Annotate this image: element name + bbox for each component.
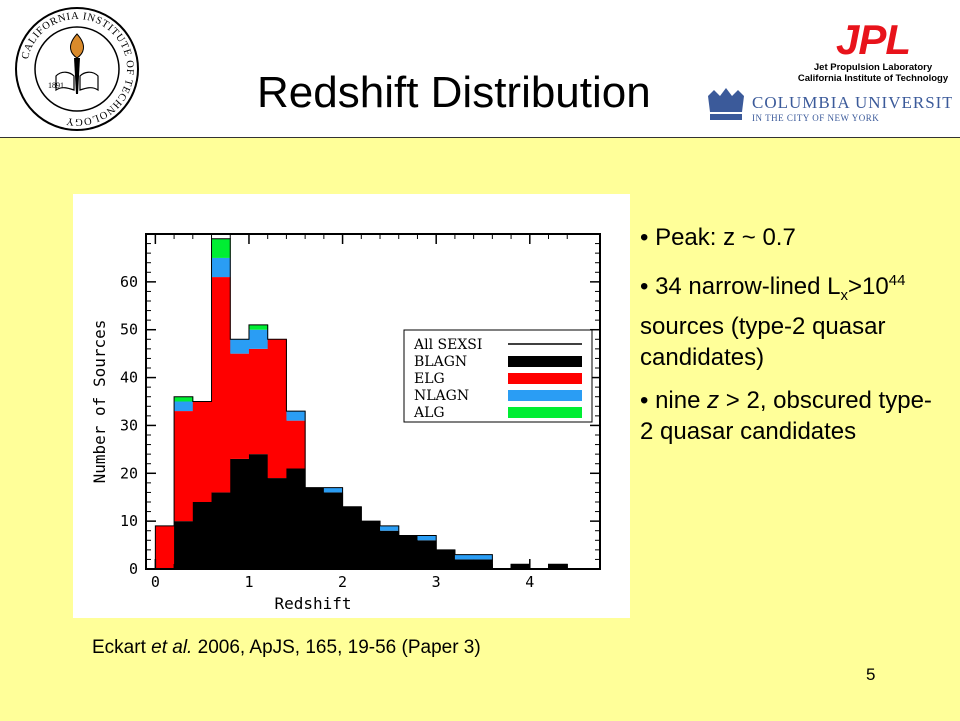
legend-swatch [508, 390, 582, 401]
bar-elg [155, 525, 175, 569]
bar-alg [174, 396, 194, 402]
svg-text:COLUMBIA UNIVERSITY: COLUMBIA UNIVERSITY [752, 93, 952, 112]
bar-nlagn [211, 257, 231, 278]
bar-elg [230, 353, 250, 459]
bullet-nine-z: z [707, 386, 720, 414]
bar-nlagn [380, 525, 400, 531]
bar-blagn [267, 478, 287, 569]
bar-blagn [230, 458, 250, 569]
bar-blagn [473, 559, 493, 569]
y-tick-label: 50 [120, 321, 138, 339]
citation: Eckart et al. 2006, ApJS, 165, 19-56 (Pa… [92, 637, 481, 659]
bar-elg [286, 420, 306, 469]
lx-subscript: x [840, 286, 849, 304]
citation-etal: et al. [151, 637, 193, 658]
jpl-logo: JPL Jet Propulsion Laboratory California… [798, 20, 948, 84]
legend-swatch [508, 373, 582, 384]
citation-author: Eckart [92, 637, 146, 658]
bar-blagn [323, 492, 344, 569]
page-number: 5 [866, 665, 876, 684]
slide-title: Redshift Distribution [257, 68, 651, 117]
legend-swatch [508, 356, 582, 367]
crown-icon [708, 88, 744, 120]
bar-blagn [286, 468, 306, 569]
y-tick-label: 20 [120, 464, 138, 482]
bar-elg [267, 339, 287, 479]
chart-panel: 0 1 2 3 4 0 10 20 30 40 50 60 Redshift Number of Sour… [73, 194, 630, 618]
bar-nlagn [473, 554, 493, 560]
svg-text:JPL: JPL [836, 20, 910, 63]
bar-blagn [342, 506, 362, 569]
bar-blagn [248, 454, 269, 569]
bar-alg [248, 324, 269, 330]
bar-blagn [548, 564, 568, 569]
bar-nlagn [174, 401, 194, 412]
bullet-narrow-lined: • 34 narrow-lined Lx>1044 sources (type-… [640, 265, 940, 373]
x-tick-label: 3 [432, 573, 441, 591]
slide-header [0, 0, 960, 137]
y-tick-label: 0 [129, 560, 138, 578]
bar-nlagn [230, 339, 250, 354]
bar-blagn [174, 521, 194, 569]
legend-label: All SEXSI [413, 337, 482, 353]
x-tick-label: 4 [525, 573, 534, 591]
bullet-peak: • Peak: z ~ 0.7 [640, 222, 940, 253]
legend-label: BLAGN [414, 354, 467, 370]
legend-label: NLAGN [414, 388, 469, 404]
bar-alg [211, 238, 231, 258]
bullet-narrow-lined-mid: >10 [848, 273, 889, 300]
bullet-list: • Peak: z ~ 0.7 • 34 narrow-lined Lx>104… [640, 222, 940, 459]
y-axis-label: Number of Sources [90, 320, 109, 484]
bar-blagn [398, 535, 418, 569]
citation-rest: 2006, ApJS, 165, 19-56 (Paper 3) [192, 637, 481, 658]
legend-label: ELG [414, 371, 445, 387]
caltech-seal-logo: CALIFORNIA INSTITUTE OF TECHNOLOGY 1891 [15, 7, 139, 131]
y-tick-label: 10 [120, 512, 138, 530]
bullet-nine-pre: • nine [640, 386, 708, 414]
x-tick-label: 0 [151, 573, 160, 591]
bar-blagn [417, 540, 437, 569]
bar-elg [192, 401, 213, 502]
exponent-superscript: 44 [888, 272, 906, 289]
bar-blagn [454, 559, 475, 569]
plot-frame [145, 233, 601, 570]
bullet-narrow-lined-post: sources (type-2 quasar candidates) [640, 312, 886, 371]
svg-text:IN THE CITY OF NEW YORK: IN THE CITY OF NEW YORK [752, 113, 879, 123]
bar-nlagn [454, 554, 475, 560]
legend-swatch [508, 407, 582, 418]
bar-elg [211, 277, 231, 493]
bullet-peak-text: • Peak: z ~ 0.7 [640, 224, 796, 251]
y-tick-label: 30 [120, 416, 138, 434]
x-tick-label: 1 [244, 573, 253, 591]
bullet-nine-obscured: • nine z > 2, obscured type-2 quasar can… [640, 385, 940, 447]
svg-text:Jet Propulsion Laboratory: Jet Propulsion Laboratory [814, 62, 933, 73]
bar-blagn [211, 492, 231, 569]
bar-blagn [361, 521, 381, 569]
bar-nlagn [286, 411, 306, 421]
bar-elg [174, 411, 194, 522]
bar-nlagn [248, 329, 269, 349]
y-tick-label: 40 [120, 369, 138, 387]
bar-blagn [192, 502, 213, 569]
legend-label: ALG [413, 405, 445, 421]
y-tick-label: 60 [120, 273, 138, 291]
columbia-university-logo: COLUMBIA UNIVERSITY IN THE CITY OF NEW Y… [708, 88, 952, 123]
bar-blagn [511, 564, 531, 569]
bar-blagn [305, 487, 325, 569]
bar-blagn [380, 530, 400, 569]
bar-nlagn [323, 487, 344, 493]
bullet-nine-post: > 2, obscured type-2 quasar candidates [640, 386, 932, 445]
bar-nlagn [417, 535, 437, 541]
bar-elg [248, 348, 269, 455]
x-tick-label: 2 [338, 573, 347, 591]
svg-text:California Institute of Techno: California Institute of Technology [798, 73, 948, 84]
bullet-narrow-lined-text: • 34 narrow-lined L [640, 273, 841, 300]
bar-blagn [436, 549, 456, 569]
svg-text:1891: 1891 [48, 81, 64, 90]
x-axis-label: Redshift [274, 594, 351, 613]
